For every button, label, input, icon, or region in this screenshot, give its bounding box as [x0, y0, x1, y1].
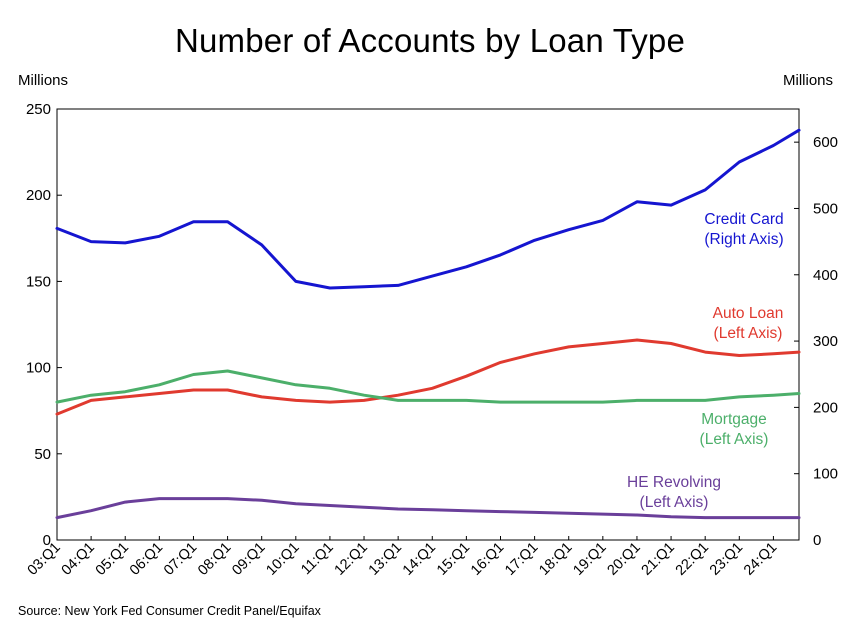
series-label-line: Mortgage — [701, 411, 766, 428]
x-tick-label: 06:Q1 — [127, 540, 166, 579]
series-label-credit-card: Credit Card (Right Axis) — [704, 211, 783, 248]
x-tick-label: 16:Q1 — [468, 540, 507, 579]
right-axis: 0 100 200 300 400 500 600 — [794, 134, 838, 549]
series-labels: Credit Card (Right Axis) Auto Loan (Left Ax… — [627, 211, 784, 511]
chart-title: Number of Accounts by Loan Type — [174, 22, 686, 59]
right-tick-label: 600 — [813, 134, 838, 151]
series-line-he-revolving — [55, 497, 801, 520]
x-tick-label: 24:Q1 — [741, 540, 780, 579]
x-tick-label: 23:Q1 — [707, 540, 746, 579]
series-label-line: HE Revolving — [627, 474, 721, 491]
x-tick-label: 14:Q1 — [400, 540, 439, 579]
series-label-line: Credit Card — [704, 211, 783, 228]
x-tick-label: 11:Q1 — [298, 540, 336, 578]
series-label-line: (Left Axis) — [700, 431, 769, 448]
series-label-he-revolving: HE Revolving (Left Axis) — [627, 474, 721, 511]
right-tick-label: 400 — [813, 267, 838, 284]
x-tick-label: 22:Q1 — [673, 540, 712, 579]
x-tick-label: 17:Q1 — [502, 540, 541, 579]
series-line-auto-loan — [55, 338, 801, 416]
right-tick-label: 100 — [813, 466, 838, 483]
right-tick-label: 200 — [813, 399, 838, 416]
series-label-line: (Left Axis) — [714, 325, 783, 342]
series-label-mortgage: Mortgage (Left Axis) — [700, 411, 769, 448]
left-axis-unit: Millions — [18, 72, 69, 89]
right-axis-unit: Millions — [783, 72, 834, 89]
series-line-mortgage — [55, 369, 801, 404]
x-tick-label: 20:Q1 — [605, 540, 644, 579]
left-tick-label: 200 — [26, 187, 51, 204]
series-line-credit-card — [55, 128, 801, 290]
x-tick-label: 10:Q1 — [263, 540, 302, 579]
left-tick-label: 0 — [43, 532, 51, 549]
left-axis: 0 50 100 150 200 250 — [26, 101, 62, 549]
x-tick-label: 07:Q1 — [161, 540, 200, 579]
source-note: Source: New York Fed Consumer Credit Pan… — [18, 604, 321, 618]
x-tick-label: 13:Q1 — [366, 540, 405, 579]
series-label-auto-loan: Auto Loan (Left Axis) — [713, 305, 784, 342]
left-tick-label: 50 — [34, 446, 51, 463]
series-lines — [55, 128, 801, 520]
x-axis: 03:Q104:Q105:Q106:Q107:Q108:Q109:Q110:Q1… — [25, 536, 780, 579]
right-tick-label: 300 — [813, 333, 838, 350]
x-tick-label: 21:Q1 — [639, 540, 678, 579]
right-tick-label: 500 — [813, 200, 838, 217]
x-tick-label: 19:Q1 — [570, 540, 609, 579]
x-tick-label: 08:Q1 — [195, 540, 234, 579]
left-tick-label: 100 — [26, 360, 51, 377]
series-label-line: (Left Axis) — [640, 494, 709, 511]
plot-area — [56, 108, 800, 541]
left-tick-label: 150 — [26, 273, 51, 290]
x-tick-label: 18:Q1 — [536, 540, 575, 579]
x-tick-label: 04:Q1 — [59, 540, 98, 579]
x-tick-label: 05:Q1 — [93, 540, 132, 579]
right-tick-label: 0 — [813, 532, 821, 549]
series-label-line: Auto Loan — [713, 305, 784, 322]
x-tick-label: 12:Q1 — [332, 540, 371, 579]
x-tick-label: 09:Q1 — [229, 540, 268, 579]
left-tick-label: 250 — [26, 101, 51, 118]
x-tick-label: 15:Q1 — [434, 540, 473, 579]
series-label-line: (Right Axis) — [704, 231, 783, 248]
